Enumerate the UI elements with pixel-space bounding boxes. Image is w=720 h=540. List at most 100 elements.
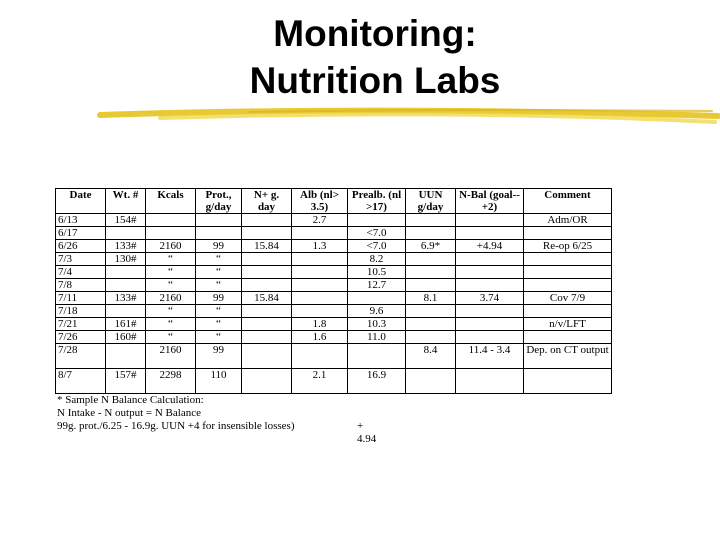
cell-comment: Adm/OR (523, 213, 612, 227)
cell-weight (105, 226, 146, 240)
cell-prealbumin: 10.5 (347, 265, 406, 279)
cell-date: 8/7 (55, 368, 106, 394)
cell-protein: “ (195, 265, 242, 279)
cell-weight (105, 278, 146, 292)
table-row: 7/18 ““ 9.6 (55, 304, 612, 318)
title-line-1: Monitoring: (273, 13, 477, 54)
cell-nitrogen (241, 213, 292, 227)
cell-nitrogen (241, 368, 292, 394)
cell-date: 7/21 (55, 317, 106, 331)
cell-prealbumin: 9.6 (347, 304, 406, 318)
cell-weight: 161# (105, 317, 146, 331)
cell-albumin: 1.3 (291, 239, 348, 253)
cell-uun (405, 317, 456, 331)
cell-protein: “ (195, 304, 242, 318)
cell-nitrogen (241, 252, 292, 266)
cell-prealbumin: 16.9 (347, 368, 406, 394)
table-row: 7/21 161# ““1.8 10.3 n/v/LFT (55, 317, 612, 331)
table-row: 7/26 160# ““1.6 11.0 (55, 330, 612, 344)
cell-weight (105, 265, 146, 279)
cell-nitrogen (241, 226, 292, 240)
cell-prealbumin: <7.0 (347, 226, 406, 240)
cell-n-balance (455, 304, 524, 318)
cell-n-balance (455, 330, 524, 344)
cell-nitrogen (241, 317, 292, 331)
cell-comment (523, 368, 612, 394)
table-row: 7/28 2160 99 8.4 11.4 - 3.4 Dep. on CT output (55, 343, 612, 369)
cell-albumin (291, 226, 348, 240)
cell-date: 7/4 (55, 265, 106, 279)
cell-weight: 160# (105, 330, 146, 344)
cell-prealbumin (347, 343, 406, 369)
cell-albumin: 1.8 (291, 317, 348, 331)
cell-albumin: 1.6 (291, 330, 348, 344)
cell-protein: 110 (195, 368, 242, 394)
cell-date: 6/26 (55, 239, 106, 253)
table-row: 6/17 <7.0 (55, 226, 612, 240)
cell-n-balance (455, 368, 524, 394)
cell-n-balance: +4.94 (455, 239, 524, 253)
table-row: 8/7 157# 2298 110 2.1 16.9 (55, 368, 612, 394)
cell-protein: 99 (195, 239, 242, 253)
cell-n-balance (455, 226, 524, 240)
table-row: 7/11 133# 2160 99 15.84 8.1 3.74 Cov 7/9 (55, 291, 612, 305)
cell-comment: Cov 7/9 (523, 291, 612, 305)
cell-nitrogen (241, 304, 292, 318)
cell-albumin: 2.1 (291, 368, 348, 394)
cell-nitrogen: 15.84 (241, 291, 292, 305)
cell-uun: 8.1 (405, 291, 456, 305)
cell-weight: 157# (105, 368, 146, 394)
cell-nitrogen (241, 278, 292, 292)
table-row: 6/13 154# 2.7 Adm/OR (55, 213, 612, 227)
cell-protein: 99 (195, 291, 242, 305)
cell-prealbumin: 10.3 (347, 317, 406, 331)
cell-uun: 6.9* (405, 239, 456, 253)
cell-weight: 133# (105, 239, 146, 253)
cell-albumin: 2.7 (291, 213, 348, 227)
cell-protein (195, 226, 242, 240)
cell-protein: “ (195, 278, 242, 292)
footnote-line-1: * Sample N Balance Calculation: (57, 394, 204, 406)
cell-prealbumin: 11.0 (347, 330, 406, 344)
cell-kcals: “ (145, 317, 196, 331)
cell-nitrogen (241, 330, 292, 344)
cell-kcals (145, 213, 196, 227)
cell-uun (405, 265, 456, 279)
cell-comment (523, 278, 612, 292)
slide-title: Monitoring: Nutrition Labs (150, 10, 600, 104)
cell-kcals: “ (145, 265, 196, 279)
header-weight: Wt. # (105, 188, 146, 214)
footnote-line-2: N Intake - N output = N Balance (57, 407, 201, 419)
table-row: 7/4 ““ 10.5 (55, 265, 612, 279)
nutrition-labs-table: Date Wt. # Kcals Prot., g/day N+ g. day … (55, 188, 612, 394)
cell-protein (195, 213, 242, 227)
cell-date: 6/17 (55, 226, 106, 240)
header-albumin: Alb (nl> 3.5) (291, 188, 348, 214)
n-balance-footnote: * Sample N Balance Calculation: N Intake… (57, 394, 376, 445)
header-kcals: Kcals (145, 188, 196, 214)
cell-date: 7/3 (55, 252, 106, 266)
cell-albumin (291, 252, 348, 266)
table-row: 6/26 133# 2160 99 15.84 1.3 <7.0 6.9* +4.94 Re-op… (55, 239, 612, 253)
cell-albumin (291, 343, 348, 369)
cell-comment: Re-op 6/25 (523, 239, 612, 253)
cell-n-balance (455, 317, 524, 331)
table-body: 6/13 154# 2.7 Adm/OR 6/17 <7.0 6/26 133# 2160 99 1… (55, 213, 612, 394)
cell-protein: “ (195, 317, 242, 331)
cell-date: 6/13 (55, 213, 106, 227)
footnote-result: + 4.94 (357, 420, 377, 445)
cell-kcals: “ (145, 330, 196, 344)
table-row: 7/8 ““ 12.7 (55, 278, 612, 292)
cell-weight: 133# (105, 291, 146, 305)
header-date: Date (55, 188, 106, 214)
cell-protein: 99 (195, 343, 242, 369)
cell-prealbumin: 12.7 (347, 278, 406, 292)
cell-kcals: “ (145, 304, 196, 318)
table-row: 7/3 130# ““8.2 (55, 252, 612, 266)
footnote-line-3: 99g. prot./6.25 - 16.9g. UUN +4 for inse… (57, 420, 295, 432)
cell-weight (105, 343, 146, 369)
cell-uun (405, 252, 456, 266)
title-line-2: Nutrition Labs (249, 60, 501, 101)
cell-kcals: 2160 (145, 239, 196, 253)
cell-nitrogen: 15.84 (241, 239, 292, 253)
